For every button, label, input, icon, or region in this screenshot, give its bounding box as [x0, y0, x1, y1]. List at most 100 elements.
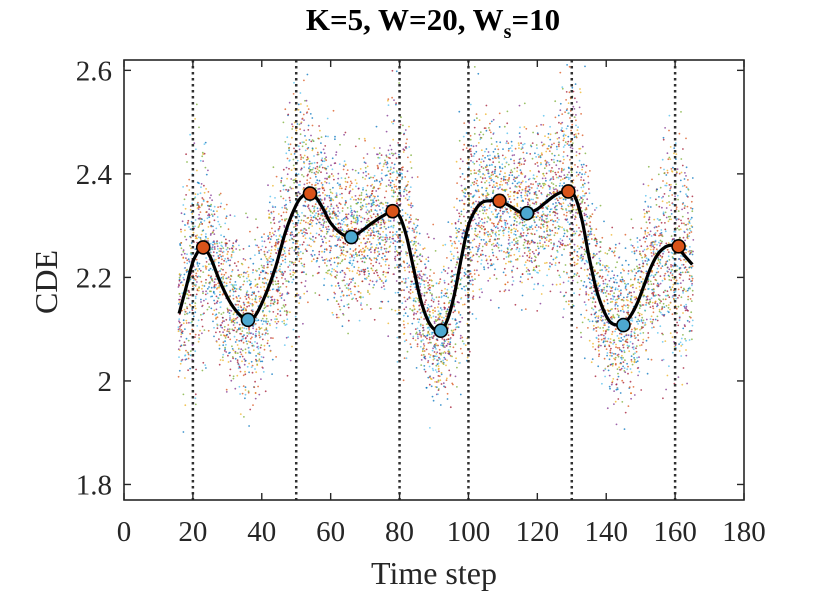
scatter-dot	[284, 141, 287, 143]
scatter-dot	[210, 209, 213, 211]
scatter-dot	[448, 306, 450, 308]
scatter-dot	[282, 121, 285, 124]
scatter-dot	[492, 157, 494, 160]
scatter-dot	[520, 309, 523, 311]
scatter-dot	[505, 161, 508, 164]
scatter-dot	[185, 322, 188, 324]
scatter-dot	[373, 249, 376, 252]
scatter-dot	[485, 104, 488, 107]
scatter-dot	[439, 315, 441, 317]
scatter-dot	[284, 270, 286, 273]
scatter-dot	[457, 256, 459, 258]
scatter-dot	[425, 386, 428, 389]
scatter-dot	[504, 283, 507, 286]
scatter-dot	[329, 249, 332, 252]
scatter-dot	[518, 216, 521, 219]
scatter-dot	[366, 254, 369, 257]
scatter-dot	[179, 295, 182, 298]
scatter-dot	[516, 166, 519, 169]
scatter-dot	[503, 125, 506, 128]
scatter-dot	[405, 339, 408, 341]
scatter-dot	[416, 335, 419, 338]
scatter-dot	[408, 190, 411, 193]
scatter-dot	[423, 273, 425, 276]
scatter-dot	[328, 194, 331, 197]
scatter-dot	[530, 187, 533, 189]
scatter-dot	[338, 305, 341, 308]
scatter-dot	[263, 329, 266, 331]
scatter-dot	[437, 318, 440, 321]
scatter-dot	[324, 145, 327, 147]
scatter-dot	[306, 290, 308, 293]
scatter-dot	[277, 242, 279, 245]
scatter-dot	[201, 369, 204, 372]
scatter-dot	[368, 211, 371, 214]
scatter-dot	[258, 300, 261, 303]
scatter-dot	[290, 178, 293, 180]
scatter-dot	[224, 337, 227, 339]
scatter-dot	[196, 325, 199, 327]
scatter-dot	[392, 224, 395, 227]
scatter-dot	[260, 271, 262, 274]
scatter-dot	[192, 315, 195, 318]
scatter-dot	[484, 181, 486, 184]
scatter-dot	[394, 266, 396, 269]
scatter-dot	[194, 248, 197, 251]
scatter-dot	[528, 260, 531, 262]
scatter-dot	[509, 187, 511, 190]
scatter-dot	[399, 194, 402, 197]
scatter-dot	[492, 189, 495, 192]
scatter-dot	[258, 278, 261, 280]
scatter-dot	[411, 227, 414, 230]
scatter-dot	[260, 378, 262, 380]
scatter-dot	[341, 228, 344, 231]
scatter-dot	[293, 167, 296, 170]
scatter-dot	[435, 316, 437, 318]
scatter-dot	[460, 297, 463, 299]
scatter-dot	[339, 254, 342, 257]
scatter-dot	[180, 329, 183, 331]
scatter-dot	[276, 301, 279, 304]
scatter-dot	[228, 328, 231, 330]
scatter-dot	[234, 281, 237, 283]
scatter-dot	[534, 152, 536, 155]
scatter-dot	[377, 221, 380, 224]
scatter-dot	[469, 272, 472, 275]
scatter-dot	[402, 151, 405, 153]
scatter-dot	[492, 133, 495, 135]
scatter-dot	[466, 297, 469, 300]
scatter-dot	[485, 195, 487, 197]
scatter-dot	[512, 265, 515, 268]
scatter-dot	[217, 220, 220, 223]
scatter-dot	[293, 215, 296, 218]
scatter-dot	[525, 234, 528, 237]
scatter-dot	[435, 364, 438, 367]
scatter-dot	[390, 308, 393, 311]
scatter-dot	[410, 154, 412, 157]
scatter-dot	[384, 275, 387, 278]
scatter-dot	[385, 240, 388, 243]
scatter-dot	[393, 183, 396, 186]
scatter-dot	[478, 245, 481, 247]
scatter-dot	[456, 258, 459, 261]
scatter-dot	[263, 344, 266, 347]
scatter-dot	[408, 216, 411, 219]
scatter-dot	[274, 197, 276, 199]
scatter-dot	[289, 143, 292, 146]
scatter-dot	[501, 184, 504, 186]
scatter-dot	[323, 248, 326, 251]
scatter-dot	[378, 157, 381, 159]
scatter-dot	[410, 206, 413, 209]
scatter-dot	[383, 196, 386, 199]
scatter-dot	[178, 321, 181, 324]
scatter-dot	[371, 202, 374, 205]
scatter-dot	[217, 286, 219, 289]
scatter-dot	[458, 218, 460, 221]
scatter-dot	[452, 257, 455, 260]
scatter-dot	[383, 222, 386, 225]
scatter-dot	[391, 152, 393, 155]
scatter-dot	[478, 164, 481, 166]
scatter-dot	[519, 126, 521, 129]
scatter-dot	[243, 304, 246, 306]
scatter-dot	[361, 176, 364, 179]
